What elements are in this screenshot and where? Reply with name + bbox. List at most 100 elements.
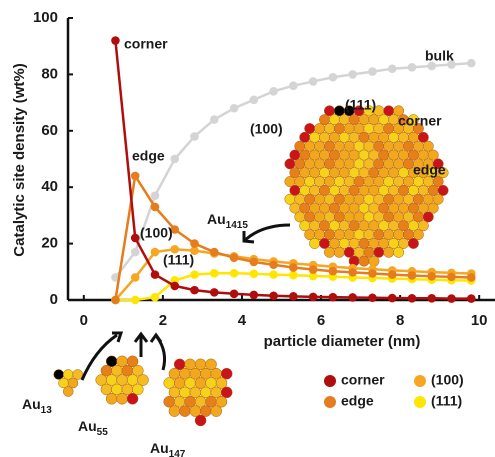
data-point (170, 244, 180, 254)
data-point (130, 233, 140, 243)
data-point (447, 294, 456, 303)
data-point (190, 246, 199, 255)
atom (67, 377, 79, 389)
legend-label: (100) (431, 372, 464, 388)
data-point (269, 260, 278, 270)
atom (72, 369, 83, 380)
data-point (427, 61, 437, 71)
data-point (209, 288, 219, 297)
data-point (130, 273, 140, 282)
particle-images (53, 105, 449, 427)
data-point (328, 72, 338, 82)
atom (427, 149, 439, 161)
atom (427, 202, 439, 214)
legend-marker (414, 396, 426, 408)
data-point (447, 272, 456, 282)
data-point (249, 269, 259, 279)
x-tick-label: 6 (317, 312, 325, 329)
atom (358, 255, 370, 267)
y-axis-label: Catalytic site density (wt%) (11, 63, 28, 256)
arrow-head (242, 231, 255, 244)
data-point (387, 293, 397, 303)
particle-base: Au (22, 396, 41, 412)
annotation: edge (413, 162, 446, 178)
x-axis-label: particle diameter (nm) (264, 333, 421, 350)
data-point (407, 271, 417, 280)
data-point (269, 291, 278, 301)
legend-label: edge (341, 393, 374, 409)
data-point (308, 292, 318, 302)
annotation: bulk (425, 48, 454, 64)
data-point (387, 270, 397, 279)
atom (393, 105, 405, 117)
y-tick-label: 100 (33, 9, 58, 26)
atom (407, 114, 419, 126)
data-point (170, 281, 180, 291)
atom (132, 364, 144, 377)
data-point (190, 132, 199, 141)
data-point (308, 271, 318, 281)
data-point (190, 239, 199, 248)
atom (432, 176, 444, 188)
data-point (328, 292, 338, 302)
annotation: (111) (163, 252, 194, 268)
particle-sub: 55 (97, 427, 109, 438)
atom (194, 414, 207, 427)
atom (132, 383, 144, 396)
atom (417, 220, 429, 232)
data-point (249, 257, 259, 267)
y-tick-label: 60 (41, 122, 58, 139)
atom (179, 405, 191, 417)
atom (126, 393, 139, 405)
data-point (150, 270, 160, 279)
data-point (111, 295, 120, 305)
x-tick-label: 4 (238, 312, 247, 329)
particle-base: Au (78, 418, 97, 434)
atom (220, 367, 233, 380)
atom (432, 193, 444, 205)
data-point (130, 171, 140, 181)
data-point (348, 268, 357, 277)
annotation: edge (132, 148, 165, 164)
atom (205, 358, 217, 371)
data-point (150, 191, 160, 200)
legend-marker (414, 375, 426, 387)
atom (126, 355, 139, 368)
atom (437, 184, 449, 196)
data-point (209, 115, 219, 124)
particle-label: Au1415 (207, 211, 248, 231)
y-tick-label: 20 (41, 235, 58, 252)
data-point (308, 265, 318, 274)
data-point (249, 290, 259, 300)
data-point (190, 270, 199, 279)
particle-sub: 1415 (226, 220, 249, 231)
data-point (407, 63, 417, 72)
atom (368, 255, 380, 267)
y-tick-label: 40 (41, 178, 58, 195)
atom (215, 377, 228, 389)
annotation: (111) (345, 97, 376, 113)
particle-sub: 147 (169, 449, 186, 457)
data-point (229, 289, 239, 299)
atom (333, 246, 345, 258)
data-point (209, 268, 219, 278)
data-point (130, 247, 140, 257)
data-point (130, 295, 140, 305)
particle-base: Au (150, 440, 169, 456)
data-point (209, 247, 219, 257)
atom (220, 386, 233, 399)
arrows (80, 223, 291, 381)
atom (422, 140, 434, 152)
data-point (229, 103, 239, 113)
atom (407, 237, 419, 249)
data-point (447, 60, 456, 69)
atom (105, 393, 118, 405)
atom (412, 123, 424, 134)
x-tick-label: 0 (80, 312, 88, 329)
data-point (289, 270, 298, 280)
data-point (150, 292, 160, 302)
data-point (368, 67, 377, 76)
data-point (466, 294, 476, 303)
data-point (348, 70, 357, 79)
data-point (368, 269, 377, 278)
